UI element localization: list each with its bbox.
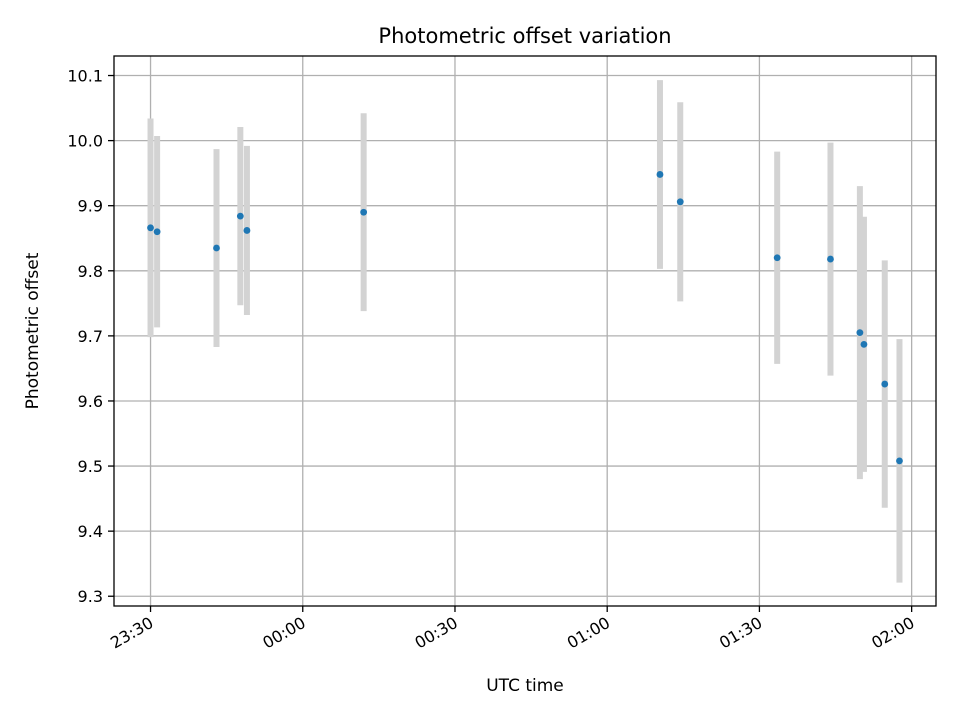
data-points <box>147 171 903 465</box>
data-point <box>236 212 244 220</box>
data-point <box>676 198 684 206</box>
data-point <box>243 227 251 234</box>
data-point <box>360 208 368 216</box>
data-point <box>773 254 781 262</box>
x-axis-label: UTC time <box>486 676 564 696</box>
y-tick-label: 9.8 <box>78 262 103 281</box>
data-point <box>856 329 864 337</box>
y-tick-label: 9.7 <box>78 327 103 346</box>
data-point <box>827 255 834 263</box>
data-point <box>860 340 868 348</box>
y-axis-label: Photometric offset <box>23 252 43 409</box>
plot-frame <box>113 55 937 607</box>
y-tick-label: 9.3 <box>78 587 103 606</box>
y-tick-label: 9.6 <box>78 392 103 411</box>
y-tick-label: 9.5 <box>78 457 103 476</box>
y-tick-label: 9.9 <box>78 197 103 216</box>
data-point <box>881 380 889 388</box>
data-point <box>147 224 154 232</box>
data-point <box>153 228 161 236</box>
y-tick-label: 9.4 <box>78 522 103 541</box>
chart-title: Photometric offset variation <box>378 24 671 48</box>
data-point <box>896 457 903 465</box>
y-axis: 9.3 9.4 9.5 9.6 9.7 9.8 9.9 10.0 10.1 <box>67 67 114 606</box>
data-point <box>656 171 664 178</box>
y-tick-label: 10.0 <box>67 132 103 151</box>
y-tick-label: 10.1 <box>67 67 103 86</box>
grid <box>114 56 936 606</box>
data-point <box>213 244 220 252</box>
